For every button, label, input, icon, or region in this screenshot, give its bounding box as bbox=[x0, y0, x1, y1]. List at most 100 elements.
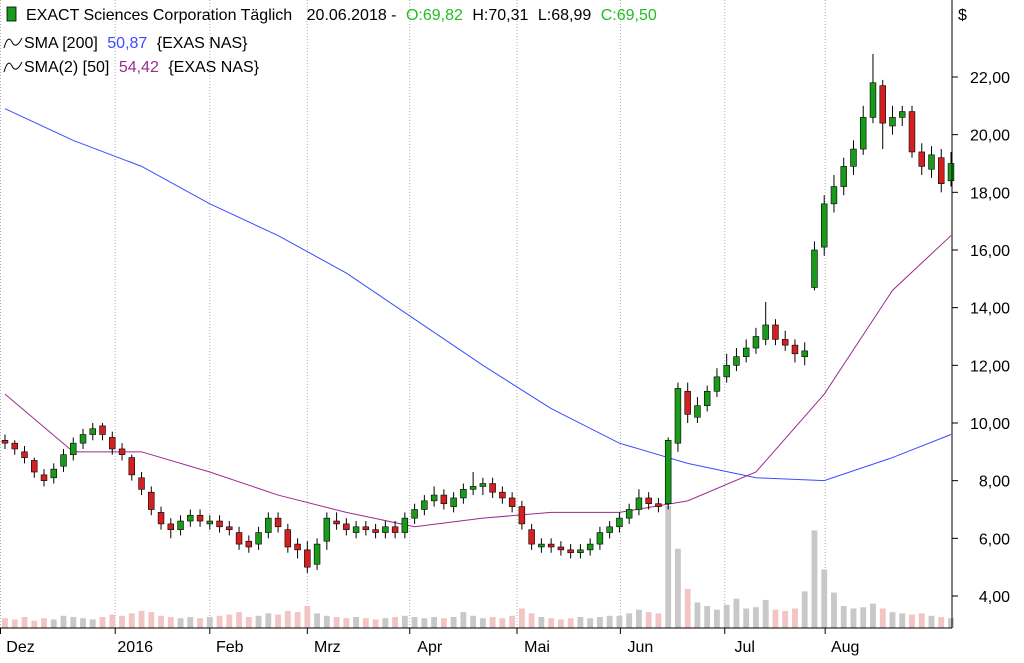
candle-body bbox=[820, 203, 828, 248]
candle-body bbox=[655, 503, 662, 507]
volume-bar bbox=[158, 615, 164, 628]
sma-line bbox=[4, 108, 952, 482]
volume-bar bbox=[265, 613, 272, 628]
candle-body bbox=[830, 186, 838, 205]
candle-body bbox=[89, 428, 96, 435]
candle-body bbox=[372, 529, 379, 533]
volume-bar bbox=[236, 612, 242, 628]
y-tick-label: 22,00 bbox=[970, 70, 1010, 87]
candle-body bbox=[167, 523, 175, 530]
candle-body bbox=[499, 491, 506, 499]
candle-body bbox=[860, 117, 867, 150]
y-tick-label: 20,00 bbox=[970, 128, 1010, 145]
candle-body bbox=[138, 477, 145, 490]
x-tick-label: 2016 bbox=[117, 639, 153, 656]
y-tick-label: 6,00 bbox=[979, 531, 1010, 548]
candle-body bbox=[664, 439, 672, 505]
volume-bar bbox=[538, 617, 545, 628]
volume-bar bbox=[245, 617, 252, 628]
header-icon bbox=[6, 6, 17, 22]
volume-bar bbox=[294, 612, 301, 628]
candle-body bbox=[401, 517, 409, 533]
candle-body bbox=[333, 520, 340, 525]
candle-body bbox=[391, 526, 399, 533]
x-tick-label: Aug bbox=[831, 639, 859, 656]
x-tick-label: Mrz bbox=[314, 639, 341, 656]
candle-body bbox=[177, 520, 184, 530]
volume-bar bbox=[743, 608, 750, 628]
volume-bar bbox=[928, 615, 935, 628]
axes: 4,00 6,00 8,00 10,00 12,00 14,00 16,00 18,00 20,… bbox=[0, 70, 1010, 656]
candle-body bbox=[352, 526, 360, 533]
candle-body bbox=[460, 489, 467, 499]
candle-body bbox=[869, 82, 877, 118]
volume-bar bbox=[41, 618, 47, 628]
volume-bar bbox=[772, 609, 779, 628]
currency-label: $ bbox=[958, 7, 967, 24]
volume-bar bbox=[694, 602, 701, 628]
candle-body bbox=[801, 350, 808, 357]
candle-body bbox=[294, 543, 301, 551]
legend-value: 50,87 bbox=[107, 35, 147, 52]
volume-bar bbox=[109, 614, 116, 628]
volume-bar bbox=[704, 606, 711, 628]
legend-source: {EXAS NAS} bbox=[157, 35, 248, 52]
candle-body bbox=[343, 523, 350, 530]
volume-bar bbox=[60, 615, 67, 628]
volume-bar bbox=[401, 615, 408, 628]
volume-bar bbox=[899, 613, 906, 628]
volume-bar bbox=[684, 588, 691, 628]
candle-body bbox=[518, 506, 526, 525]
header-line: EXACT Sciences Corporation Täglich 20.06… bbox=[26, 7, 657, 24]
volume-bar bbox=[557, 619, 564, 628]
candle-body bbox=[235, 532, 243, 545]
candle-body bbox=[928, 154, 935, 170]
candle-body bbox=[703, 390, 711, 406]
x-tick-label: Jul bbox=[735, 639, 755, 656]
candle-body bbox=[752, 336, 760, 349]
volume-bar bbox=[870, 603, 876, 628]
volume-bar bbox=[421, 618, 428, 628]
legend-entry: SMA(2) [50] 54,42 {EXAS NAS} bbox=[24, 59, 260, 76]
legend-icon bbox=[3, 61, 23, 73]
candle-body bbox=[216, 520, 223, 528]
volume-bar bbox=[197, 618, 203, 628]
volume-bar bbox=[177, 618, 184, 628]
chart-title: EXACT Sciences Corporation Täglich bbox=[26, 7, 292, 24]
volume-bar bbox=[792, 608, 798, 628]
volume-bar bbox=[362, 618, 369, 628]
candle-layer bbox=[1, 53, 955, 573]
candle-body bbox=[577, 549, 584, 554]
candle-body bbox=[440, 494, 448, 505]
y-tick-label: 14,00 bbox=[970, 301, 1010, 318]
volume-bar bbox=[840, 606, 847, 628]
candle-body bbox=[733, 356, 740, 366]
volume-bar bbox=[21, 617, 28, 628]
candle-body bbox=[635, 497, 643, 510]
candle-body bbox=[206, 520, 214, 525]
candle-body bbox=[245, 540, 253, 548]
candle-body bbox=[196, 514, 204, 522]
candle-body bbox=[947, 163, 955, 182]
candle-body bbox=[1, 439, 9, 444]
candle-body bbox=[50, 468, 57, 479]
volume-bar bbox=[80, 618, 86, 628]
candle-body bbox=[265, 517, 272, 533]
sma-line bbox=[4, 235, 952, 528]
volume-bar bbox=[382, 618, 389, 628]
volume-bar bbox=[314, 613, 321, 628]
volume-bar bbox=[606, 615, 613, 628]
candle-body bbox=[694, 405, 701, 418]
volume-bar bbox=[626, 613, 633, 628]
candle-body bbox=[128, 457, 136, 476]
volume-bar bbox=[762, 599, 769, 628]
volume-bar bbox=[11, 619, 18, 628]
candle-body bbox=[684, 390, 691, 415]
volume-bar bbox=[323, 615, 330, 628]
volume-bar bbox=[206, 617, 213, 628]
candle-body bbox=[889, 117, 896, 127]
candle-body bbox=[645, 497, 652, 505]
volume-bar bbox=[801, 591, 808, 628]
y-tick-label: 12,00 bbox=[970, 358, 1010, 375]
candle-body bbox=[840, 166, 847, 187]
